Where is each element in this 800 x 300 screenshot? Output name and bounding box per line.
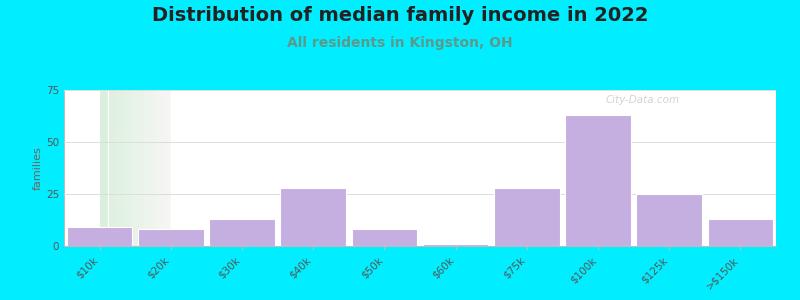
Text: Distribution of median family income in 2022: Distribution of median family income in … bbox=[152, 6, 648, 25]
Text: All residents in Kingston, OH: All residents in Kingston, OH bbox=[287, 36, 513, 50]
Bar bbox=[352, 230, 417, 246]
Bar bbox=[210, 219, 274, 246]
Bar bbox=[708, 219, 773, 246]
Y-axis label: families: families bbox=[33, 146, 43, 190]
Bar bbox=[494, 188, 559, 246]
Bar bbox=[281, 188, 346, 246]
Bar bbox=[138, 230, 203, 246]
Bar bbox=[423, 244, 488, 246]
Text: City-Data.com: City-Data.com bbox=[605, 95, 679, 105]
Bar bbox=[67, 227, 132, 246]
Bar bbox=[637, 194, 702, 246]
Bar bbox=[566, 115, 630, 246]
